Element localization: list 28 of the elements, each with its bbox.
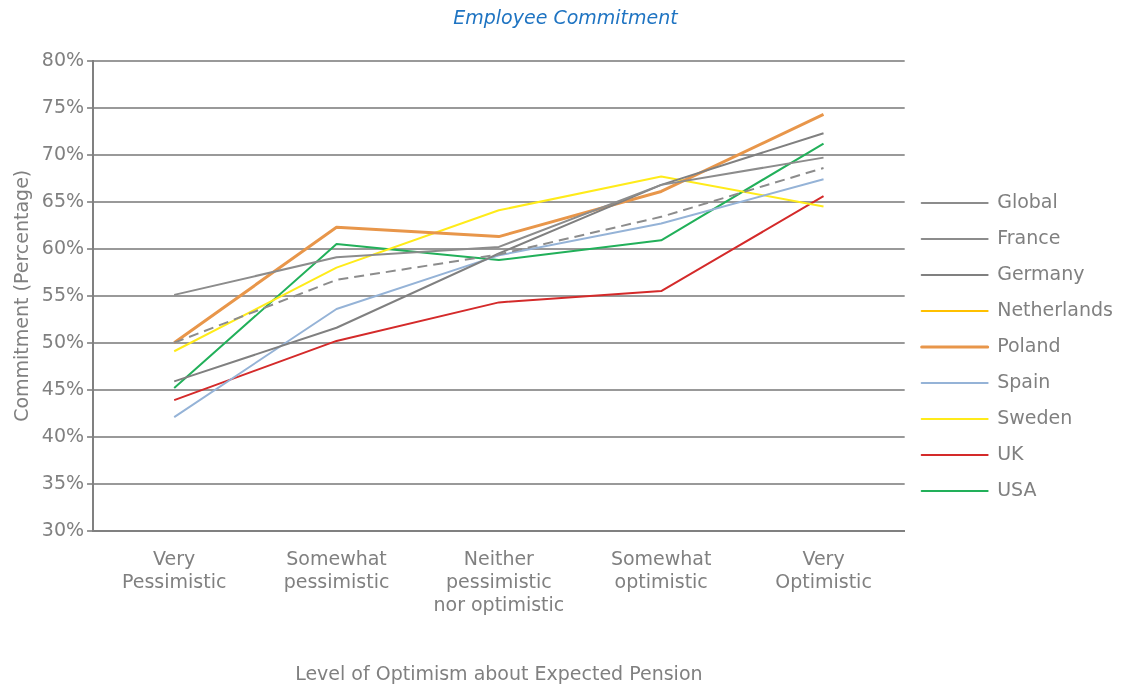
x-axis-title: Level of Optimism about Expected Pension bbox=[295, 661, 703, 684]
y-tick-label: 35% bbox=[41, 470, 85, 493]
y-tick-label: 70% bbox=[41, 141, 85, 164]
y-tick-label: 75% bbox=[41, 94, 85, 117]
x-tick-label: Very Pessimistic bbox=[121, 547, 227, 592]
legend-label: Global bbox=[997, 189, 1058, 212]
x-tick-label: Very Optimistic bbox=[775, 547, 872, 592]
y-tick-label: 60% bbox=[41, 235, 85, 258]
legend-label: Germany bbox=[997, 261, 1085, 284]
chart-title: Employee Commitment bbox=[453, 6, 680, 29]
y-tick-label: 45% bbox=[41, 376, 85, 399]
legend-label: UK bbox=[997, 441, 1025, 464]
x-tick-label: Somewhat optimistic bbox=[610, 547, 712, 592]
legend-label: Poland bbox=[997, 333, 1061, 356]
legend-label: France bbox=[997, 225, 1061, 248]
y-tick-label: 65% bbox=[41, 188, 85, 211]
y-tick-label: 30% bbox=[41, 517, 85, 540]
y-tick-label: 80% bbox=[41, 47, 85, 70]
x-tick-label: Neither pessimistic nor optimistic bbox=[433, 547, 565, 615]
legend-label: Spain bbox=[997, 369, 1051, 392]
legend-label: Sweden bbox=[997, 405, 1073, 428]
y-tick-label: 50% bbox=[41, 329, 85, 352]
legend-label: Netherlands bbox=[997, 297, 1114, 320]
y-tick-label: 55% bbox=[41, 282, 85, 305]
legend-label: USA bbox=[997, 477, 1037, 500]
y-axis-title: Commitment (Percentage) bbox=[10, 169, 33, 422]
x-tick-label: Somewhat pessimistic bbox=[283, 547, 390, 592]
y-tick-label: 40% bbox=[41, 423, 85, 446]
